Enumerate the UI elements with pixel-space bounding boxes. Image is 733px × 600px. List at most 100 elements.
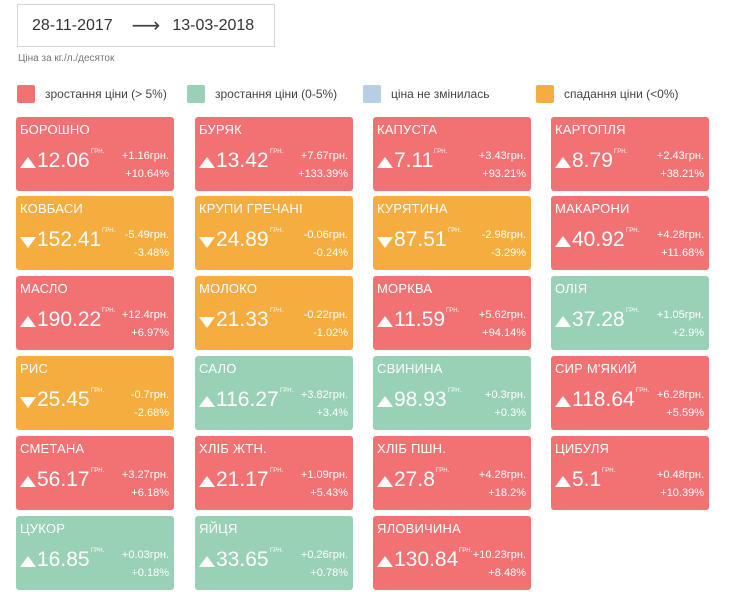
product-tile[interactable]: ХЛІБ ЖТН. 21.17 ГРН. +1.09грн. +5.43% xyxy=(195,436,353,510)
product-tile[interactable]: МАСЛО 190.22 ГРН. +12.4грн. +6.97% xyxy=(16,276,174,350)
product-tile[interactable]: ХЛІБ ПШН. 27.8 ГРН. +4.28грн. +18.2% xyxy=(373,436,531,510)
legend-item-decline: спадання ціни (<0%) xyxy=(536,85,678,103)
product-price: 24.89 xyxy=(216,228,269,251)
price-change-percent: +18.2% xyxy=(488,487,526,499)
unit-note: Ціна за кг./л./десяток xyxy=(18,53,115,64)
product-price: 130.84 xyxy=(394,548,459,571)
triangle-up-icon xyxy=(555,316,571,327)
triangle-down-icon xyxy=(199,317,215,328)
price-change-percent: -3.29% xyxy=(491,247,526,259)
triangle-up-icon xyxy=(377,396,393,407)
product-price: 21.17 xyxy=(216,468,269,491)
product-tile[interactable]: КАРТОПЛЯ 8.79 ГРН. +2.43грн. +38.21% xyxy=(551,117,709,191)
price-change-percent: +93.21% xyxy=(482,168,526,180)
product-tile[interactable]: СВИНИНА 98.93 ГРН. +0.3грн. +0.3% xyxy=(373,356,531,430)
price-change-percent: +38.21% xyxy=(660,168,704,180)
product-tile[interactable]: КАПУСТА 7.11 ГРН. +3.43грн. +93.21% xyxy=(373,117,531,191)
price-change-percent: -2.68% xyxy=(134,407,169,419)
product-tile[interactable]: КУРЯТИНА 87.51 ГРН. -2.98грн. -3.29% xyxy=(373,196,531,270)
price-change-absolute: +2.43грн. xyxy=(656,150,704,162)
product-price: 56.17 xyxy=(37,468,90,491)
currency-label: ГРН. xyxy=(270,228,284,234)
product-tile[interactable]: МОЛОКО 21.33 ГРН. -0.22грн. -1.02% xyxy=(195,276,353,350)
price-change-percent: +94.14% xyxy=(482,327,526,339)
price-change-absolute: +3.27грн. xyxy=(121,469,169,481)
product-tile[interactable]: ЦУКОР 16.85 ГРН. +0.03грн. +0.18% xyxy=(16,516,174,590)
product-price: 98.93 xyxy=(394,388,447,411)
currency-label: ГРН. xyxy=(448,388,462,394)
price-change-percent: -0.24% xyxy=(313,247,348,259)
product-price: 16.85 xyxy=(37,548,90,571)
product-price: 190.22 xyxy=(37,308,102,331)
product-price: 40.92 xyxy=(572,228,625,251)
price-change-percent: +11.68% xyxy=(661,247,704,259)
price-change-absolute: +7.67грн. xyxy=(300,150,348,162)
date-from[interactable]: 28-11-2017 xyxy=(32,16,113,34)
triangle-up-icon xyxy=(199,157,215,168)
product-price: 37.28 xyxy=(572,308,625,331)
currency-label: ГРН. xyxy=(626,308,640,314)
product-tile[interactable]: ОЛІЯ 37.28 ГРН. +1.05грн. +2.9% xyxy=(551,276,709,350)
price-change-absolute: -0.7грн. xyxy=(130,389,169,401)
date-to[interactable]: 13-03-2018 xyxy=(172,16,255,34)
triangle-up-icon xyxy=(20,316,36,327)
legend-label: зростання ціни (> 5%) xyxy=(45,87,167,101)
product-tile[interactable]: БУРЯК 13.42 ГРН. +7.67грн. +133.39% xyxy=(195,117,353,191)
product-name: БОРОШНО xyxy=(20,122,90,137)
product-price: 87.51 xyxy=(394,228,447,251)
product-name: ЯЛОВИЧИНА xyxy=(377,521,461,536)
product-tile[interactable]: КРУПИ ГРЕЧАНІ 24.89 ГРН. -0.06грн. -0.24% xyxy=(195,196,353,270)
product-name: ХЛІБ ПШН. xyxy=(377,441,447,456)
currency-label: ГРН. xyxy=(434,149,448,155)
product-tile[interactable]: ЯЙЦЯ 33.65 ГРН. +0.26грн. +0.78% xyxy=(195,516,353,590)
currency-label: ГРН. xyxy=(270,149,284,155)
arrow-right-icon: ⟶ xyxy=(131,14,161,37)
triangle-up-icon xyxy=(555,157,571,168)
date-range-picker[interactable]: 28-11-2017 ⟶ 13-03-2018 xyxy=(17,4,275,47)
product-price: 116.27 xyxy=(216,388,279,411)
product-name: КАРТОПЛЯ xyxy=(555,122,626,137)
legend-swatch xyxy=(363,85,381,103)
price-change-absolute: +6.28грн. xyxy=(656,389,704,401)
product-price: 13.42 xyxy=(216,149,269,172)
product-name: САЛО xyxy=(199,361,237,376)
product-tile[interactable]: КОВБАСИ 152.41 ГРН. -5.49грн. -3.48% xyxy=(16,196,174,270)
product-tile[interactable]: ЯЛОВИЧИНА 130.84 ГРН. +10.23грн. +8.48% xyxy=(373,516,531,590)
product-price: 118.64 xyxy=(572,388,635,411)
product-name: ЦИБУЛЯ xyxy=(555,441,610,456)
price-change-absolute: +3.82грн. xyxy=(300,389,348,401)
product-tile[interactable]: СИР М'ЯКИЙ 118.64 ГРН. +6.28грн. +5.59% xyxy=(551,356,709,430)
currency-label: ГРН. xyxy=(614,149,628,155)
product-tile[interactable]: САЛО 116.27 ГРН. +3.82грн. +3.4% xyxy=(195,356,353,430)
price-change-percent: -3.48% xyxy=(134,247,169,259)
product-price: 25.45 xyxy=(37,388,90,411)
price-change-absolute: +12.4грн. xyxy=(121,309,169,321)
currency-label: ГРН. xyxy=(270,468,284,474)
product-tile[interactable]: МОРКВА 11.59 ГРН. +5.62грн. +94.14% xyxy=(373,276,531,350)
product-tile[interactable]: БОРОШНО 12.06 ГРН. +1.16грн. +10.64% xyxy=(16,117,174,191)
price-change-percent: -1.02% xyxy=(313,327,348,339)
currency-label: ГРН. xyxy=(280,388,294,394)
price-change-absolute: -0.06грн. xyxy=(303,229,348,241)
product-tile[interactable]: РИС 25.45 ГРН. -0.7грн. -2.68% xyxy=(16,356,174,430)
price-change-percent: +10.39% xyxy=(660,487,704,499)
price-change-absolute: +1.16грн. xyxy=(121,150,169,162)
product-tile[interactable]: МАКАРОНИ 40.92 ГРН. +4.28грн. +11.68% xyxy=(551,196,709,270)
product-name: МОРКВА xyxy=(377,281,433,296)
legend-item-rise-low: зростання ціни (0-5%) xyxy=(187,85,337,103)
price-change-absolute: +0.26грн. xyxy=(300,549,348,561)
price-change-absolute: +1.05грн. xyxy=(656,309,704,321)
product-name: СМЕТАНА xyxy=(20,441,85,456)
product-name: МАСЛО xyxy=(20,281,68,296)
legend-label: спадання ціни (<0%) xyxy=(564,87,679,101)
product-name: СИР М'ЯКИЙ xyxy=(555,361,637,376)
product-name: ЯЙЦЯ xyxy=(199,521,238,536)
price-change-absolute: -0.22грн. xyxy=(303,309,348,321)
product-tile[interactable]: ЦИБУЛЯ 5.1 ГРН. +0.48грн. +10.39% xyxy=(551,436,709,510)
currency-label: ГРН. xyxy=(102,308,116,314)
product-tile[interactable]: СМЕТАНА 56.17 ГРН. +3.27грн. +6.18% xyxy=(16,436,174,510)
product-price: 152.41 xyxy=(37,228,102,251)
product-price: 8.79 xyxy=(572,149,613,172)
price-change-percent: +0.18% xyxy=(131,567,169,579)
product-price: 33.65 xyxy=(216,548,269,571)
